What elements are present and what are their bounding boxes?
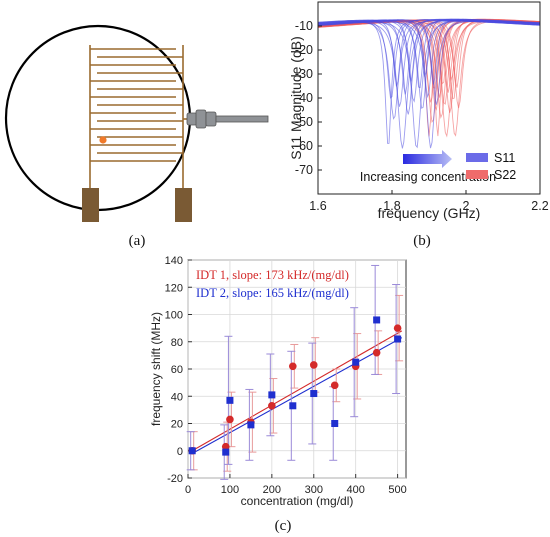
- legend-entry-idt1: IDT 1, slope: 173 kHz/(mg/dl): [196, 268, 349, 282]
- curve-s22: [318, 19, 540, 137]
- y-tick-label-b: -10: [295, 19, 313, 33]
- point-idt1: [221, 442, 230, 451]
- y-tick-label-b: -50: [295, 115, 313, 129]
- connector: [186, 109, 269, 129]
- data-points: [188, 316, 402, 456]
- x-axis-label-c: concentration (mg/dl): [241, 494, 354, 508]
- y-tick-label-b: -60: [295, 139, 313, 153]
- x-tick-label-b: 1.8: [383, 199, 400, 213]
- y-axis-label-c: frequency shift (MHz): [149, 312, 163, 426]
- connector-nut-1: [195, 109, 207, 129]
- legend-swatch-s22: [466, 170, 488, 179]
- y-tick-label-b: -40: [295, 91, 313, 105]
- annotation-increasing-concentration: Increasing concentration: [360, 170, 496, 184]
- point-idt2: [373, 316, 381, 324]
- y-tick-label-c: 100: [165, 310, 183, 322]
- curve-s11: [318, 20, 540, 149]
- point-idt2: [331, 420, 339, 427]
- x-tick-label-c: 300: [305, 484, 323, 496]
- point-idt1: [289, 362, 297, 371]
- caption-a: (a): [129, 233, 146, 249]
- outline-circle: [4, 24, 192, 212]
- legend-entry-idt2: IDT 2, slope: 165 kHz/(mg/dl): [196, 286, 349, 300]
- point-idt2: [394, 335, 402, 343]
- curve-s22: [318, 20, 540, 138]
- point-idt1: [393, 324, 402, 332]
- legend-label-s22: S22: [494, 168, 516, 182]
- connector-nut-2: [205, 111, 217, 127]
- point-idt1: [309, 361, 318, 369]
- point-idt2: [268, 391, 276, 399]
- curve-s11: [318, 19, 540, 144]
- pad-right: [175, 188, 192, 222]
- y-tick-label-b: -20: [295, 43, 313, 57]
- caption-b: (b): [413, 233, 431, 249]
- curve-s22: [318, 19, 540, 98]
- x-tick-label-c: 200: [263, 484, 281, 496]
- fit-line-2: [191, 337, 403, 454]
- marker-dot: [99, 136, 107, 144]
- caption-c: (c): [275, 518, 292, 534]
- axes-b: 1.6 1.8 2 2.2 -10 -20 -30 -40 -50 -60 -70: [295, 19, 549, 213]
- panel-a-device-drawing: (a): [4, 24, 269, 249]
- y-axis-label-b: S11 Magnitude (dB): [288, 36, 304, 159]
- y-tick-label-c: 20: [171, 419, 183, 431]
- point-idt2: [226, 396, 234, 404]
- y-tick-label-c: 140: [165, 255, 183, 267]
- point-idt1: [268, 401, 276, 410]
- x-tick-label-b: 2: [463, 199, 470, 213]
- curve-s22: [318, 20, 540, 120]
- y-tick-label-c: -20: [167, 473, 183, 485]
- point-idt1: [226, 415, 234, 424]
- x-tick-label-b: 2.2: [531, 199, 548, 213]
- interdigital-transducer: [89, 45, 188, 190]
- x-tick-label-b: 1.6: [309, 199, 326, 213]
- panel-b-s-parameter-chart: 1.6 1.8 2 2.2 -10 -20 -30 -40 -50 -60 -70 S11 Magn…: [288, 1, 549, 249]
- point-idt2: [188, 447, 196, 455]
- x-tick-label-c: 100: [221, 484, 239, 496]
- point-idt2: [247, 421, 255, 429]
- connector-cable: [215, 115, 269, 123]
- legend-label-s11: S11: [494, 151, 515, 165]
- x-tick-label-c: 500: [388, 484, 406, 496]
- y-tick-label-c: 40: [171, 391, 183, 403]
- x-tick-label-c: 0: [185, 484, 191, 496]
- curve-s22: [318, 19, 540, 100]
- connector-body: [186, 112, 198, 126]
- point-idt1: [330, 381, 339, 390]
- curve-s22: [318, 19, 540, 137]
- fit-lines: [191, 330, 403, 454]
- y-tick-label-c: 0: [177, 446, 183, 458]
- curve-s11: [318, 19, 540, 105]
- point-idt2: [310, 390, 318, 398]
- point-idt1: [372, 348, 381, 357]
- y-tick-label-c: 120: [165, 282, 183, 294]
- pad-left: [82, 188, 99, 222]
- y-tick-label-b: -30: [295, 67, 313, 81]
- grid-c: [187, 259, 406, 479]
- point-idt2: [289, 402, 297, 410]
- legend-swatch-s11: [466, 153, 488, 162]
- x-axis-label-b: frequency (GHz): [378, 205, 481, 221]
- x-tick-label-c: 400: [347, 484, 365, 496]
- y-tick-label-c: 80: [171, 337, 183, 349]
- point-idt2: [352, 358, 360, 366]
- concentration-arrow: [403, 150, 452, 168]
- fit-line-1: [191, 330, 403, 452]
- y-tick-label-c: 60: [171, 364, 183, 376]
- point-idt2: [222, 448, 230, 456]
- y-tick-label-b: -70: [295, 163, 313, 177]
- s-parameter-curves: [318, 18, 540, 149]
- curve-s22: [318, 20, 540, 137]
